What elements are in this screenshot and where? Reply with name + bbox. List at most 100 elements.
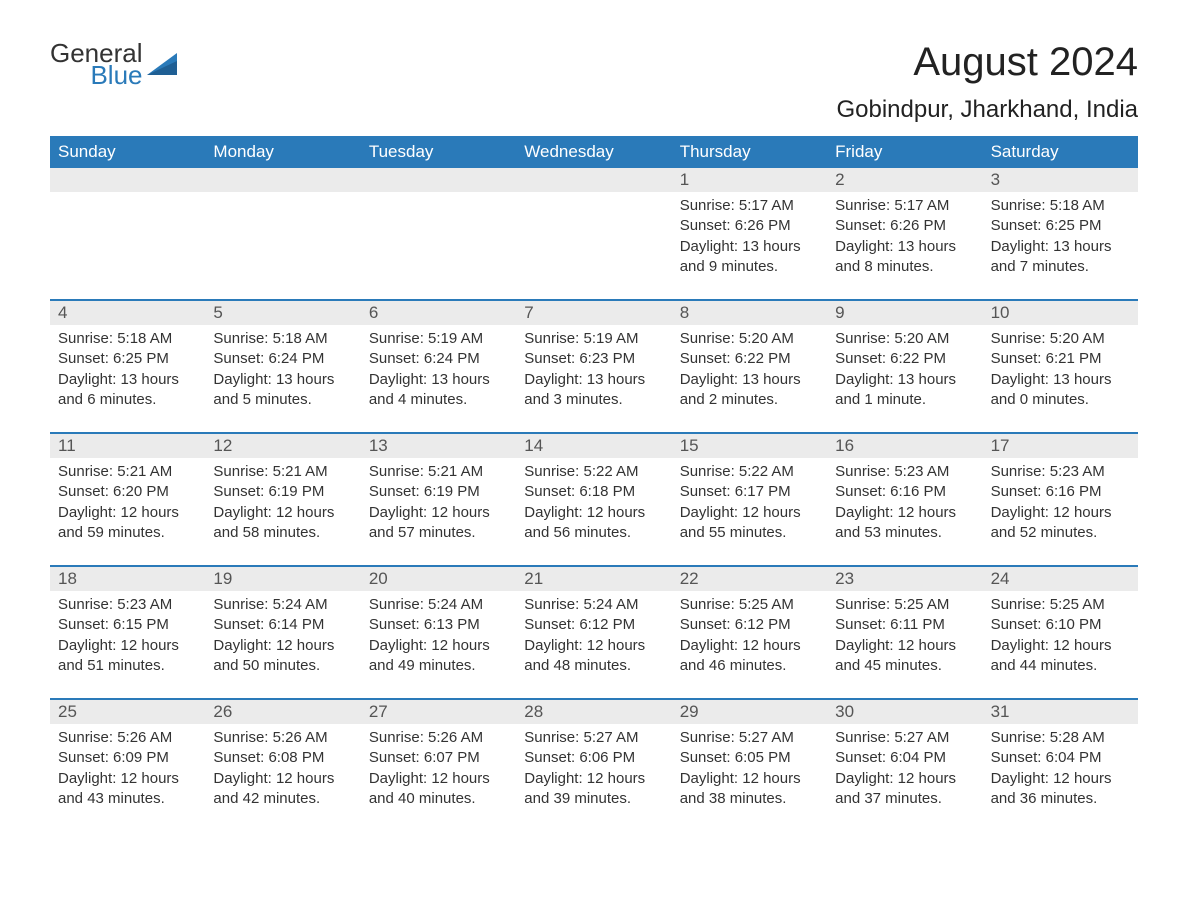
calendar-week: 11Sunrise: 5:21 AMSunset: 6:20 PMDayligh…	[50, 432, 1138, 565]
day-cell: 25Sunrise: 5:26 AMSunset: 6:09 PMDayligh…	[50, 700, 205, 831]
day-number-row: 13	[361, 434, 516, 458]
sunrise-text: Sunrise: 5:20 AM	[680, 329, 819, 349]
daylight-text: Daylight: 13 hours and 2 minutes.	[680, 370, 819, 411]
daylight-text: Daylight: 13 hours and 0 minutes.	[991, 370, 1130, 411]
day-cell: 23Sunrise: 5:25 AMSunset: 6:11 PMDayligh…	[827, 567, 982, 698]
daylight-text: Daylight: 13 hours and 8 minutes.	[835, 237, 974, 278]
day-cell: 2Sunrise: 5:17 AMSunset: 6:26 PMDaylight…	[827, 168, 982, 299]
daylight-text: Daylight: 12 hours and 50 minutes.	[213, 636, 352, 677]
sunrise-text: Sunrise: 5:17 AM	[835, 196, 974, 216]
sunset-text: Sunset: 6:23 PM	[524, 349, 663, 369]
day-number: 6	[369, 303, 378, 322]
sunset-text: Sunset: 6:10 PM	[991, 615, 1130, 635]
day-number-row: 7	[516, 301, 671, 325]
daylight-text: Daylight: 12 hours and 59 minutes.	[58, 503, 197, 544]
day-cell: 12Sunrise: 5:21 AMSunset: 6:19 PMDayligh…	[205, 434, 360, 565]
day-cell: 17Sunrise: 5:23 AMSunset: 6:16 PMDayligh…	[983, 434, 1138, 565]
day-number-row: 20	[361, 567, 516, 591]
day-number: 5	[213, 303, 222, 322]
sunset-text: Sunset: 6:04 PM	[991, 748, 1130, 768]
empty-day-header	[205, 168, 360, 192]
calendar-week: 4Sunrise: 5:18 AMSunset: 6:25 PMDaylight…	[50, 299, 1138, 432]
day-cell: 30Sunrise: 5:27 AMSunset: 6:04 PMDayligh…	[827, 700, 982, 831]
day-number: 9	[835, 303, 844, 322]
sunset-text: Sunset: 6:25 PM	[991, 216, 1130, 236]
day-number: 7	[524, 303, 533, 322]
daylight-text: Daylight: 13 hours and 5 minutes.	[213, 370, 352, 411]
day-number-row: 14	[516, 434, 671, 458]
sunrise-text: Sunrise: 5:24 AM	[524, 595, 663, 615]
day-number: 11	[58, 436, 76, 455]
daylight-text: Daylight: 12 hours and 52 minutes.	[991, 503, 1130, 544]
calendar-week: 18Sunrise: 5:23 AMSunset: 6:15 PMDayligh…	[50, 565, 1138, 698]
sunset-text: Sunset: 6:22 PM	[835, 349, 974, 369]
sunrise-text: Sunrise: 5:21 AM	[369, 462, 508, 482]
sunset-text: Sunset: 6:18 PM	[524, 482, 663, 502]
sunrise-text: Sunrise: 5:18 AM	[213, 329, 352, 349]
day-number: 26	[213, 702, 232, 721]
daylight-text: Daylight: 12 hours and 38 minutes.	[680, 769, 819, 810]
sunset-text: Sunset: 6:20 PM	[58, 482, 197, 502]
sunrise-text: Sunrise: 5:28 AM	[991, 728, 1130, 748]
day-cell: 4Sunrise: 5:18 AMSunset: 6:25 PMDaylight…	[50, 301, 205, 432]
sunrise-text: Sunrise: 5:27 AM	[524, 728, 663, 748]
daylight-text: Daylight: 12 hours and 51 minutes.	[58, 636, 197, 677]
weekday-header: Monday	[205, 136, 360, 168]
sunrise-text: Sunrise: 5:26 AM	[213, 728, 352, 748]
sunset-text: Sunset: 6:07 PM	[369, 748, 508, 768]
daylight-text: Daylight: 12 hours and 58 minutes.	[213, 503, 352, 544]
sunset-text: Sunset: 6:19 PM	[213, 482, 352, 502]
day-cell: 15Sunrise: 5:22 AMSunset: 6:17 PMDayligh…	[672, 434, 827, 565]
day-number: 25	[58, 702, 77, 721]
sunrise-text: Sunrise: 5:23 AM	[835, 462, 974, 482]
sunrise-text: Sunrise: 5:18 AM	[58, 329, 197, 349]
day-number: 12	[213, 436, 232, 455]
day-number-row: 19	[205, 567, 360, 591]
sunrise-text: Sunrise: 5:25 AM	[835, 595, 974, 615]
weekday-header: Tuesday	[361, 136, 516, 168]
day-number-row: 16	[827, 434, 982, 458]
daylight-text: Daylight: 12 hours and 45 minutes.	[835, 636, 974, 677]
sunrise-text: Sunrise: 5:19 AM	[524, 329, 663, 349]
day-cell: 6Sunrise: 5:19 AMSunset: 6:24 PMDaylight…	[361, 301, 516, 432]
calendar-header-row: SundayMondayTuesdayWednesdayThursdayFrid…	[50, 136, 1138, 168]
daylight-text: Daylight: 12 hours and 57 minutes.	[369, 503, 508, 544]
day-number-row: 9	[827, 301, 982, 325]
sunrise-text: Sunrise: 5:22 AM	[524, 462, 663, 482]
day-number: 18	[58, 569, 77, 588]
daylight-text: Daylight: 12 hours and 40 minutes.	[369, 769, 508, 810]
sunset-text: Sunset: 6:12 PM	[524, 615, 663, 635]
day-number-row: 27	[361, 700, 516, 724]
day-number: 31	[991, 702, 1010, 721]
day-number: 2	[835, 170, 844, 189]
weekday-header: Wednesday	[516, 136, 671, 168]
day-cell: 22Sunrise: 5:25 AMSunset: 6:12 PMDayligh…	[672, 567, 827, 698]
day-number-row: 17	[983, 434, 1138, 458]
day-number-row: 25	[50, 700, 205, 724]
daylight-text: Daylight: 13 hours and 9 minutes.	[680, 237, 819, 278]
day-number: 19	[213, 569, 232, 588]
sunset-text: Sunset: 6:13 PM	[369, 615, 508, 635]
daylight-text: Daylight: 12 hours and 37 minutes.	[835, 769, 974, 810]
sunset-text: Sunset: 6:17 PM	[680, 482, 819, 502]
sunset-text: Sunset: 6:14 PM	[213, 615, 352, 635]
sunrise-text: Sunrise: 5:20 AM	[991, 329, 1130, 349]
sunrise-text: Sunrise: 5:25 AM	[680, 595, 819, 615]
day-cell: 5Sunrise: 5:18 AMSunset: 6:24 PMDaylight…	[205, 301, 360, 432]
day-cell: 28Sunrise: 5:27 AMSunset: 6:06 PMDayligh…	[516, 700, 671, 831]
sunrise-text: Sunrise: 5:20 AM	[835, 329, 974, 349]
daylight-text: Daylight: 12 hours and 53 minutes.	[835, 503, 974, 544]
day-cell: 27Sunrise: 5:26 AMSunset: 6:07 PMDayligh…	[361, 700, 516, 831]
day-cell: 7Sunrise: 5:19 AMSunset: 6:23 PMDaylight…	[516, 301, 671, 432]
day-cell	[205, 168, 360, 299]
daylight-text: Daylight: 12 hours and 49 minutes.	[369, 636, 508, 677]
sunset-text: Sunset: 6:19 PM	[369, 482, 508, 502]
day-cell: 29Sunrise: 5:27 AMSunset: 6:05 PMDayligh…	[672, 700, 827, 831]
logo: General Blue	[50, 40, 177, 88]
sunset-text: Sunset: 6:12 PM	[680, 615, 819, 635]
header: General Blue August 2024	[50, 40, 1138, 88]
day-number-row: 8	[672, 301, 827, 325]
sunrise-text: Sunrise: 5:23 AM	[991, 462, 1130, 482]
day-cell: 16Sunrise: 5:23 AMSunset: 6:16 PMDayligh…	[827, 434, 982, 565]
calendar-week: 25Sunrise: 5:26 AMSunset: 6:09 PMDayligh…	[50, 698, 1138, 831]
